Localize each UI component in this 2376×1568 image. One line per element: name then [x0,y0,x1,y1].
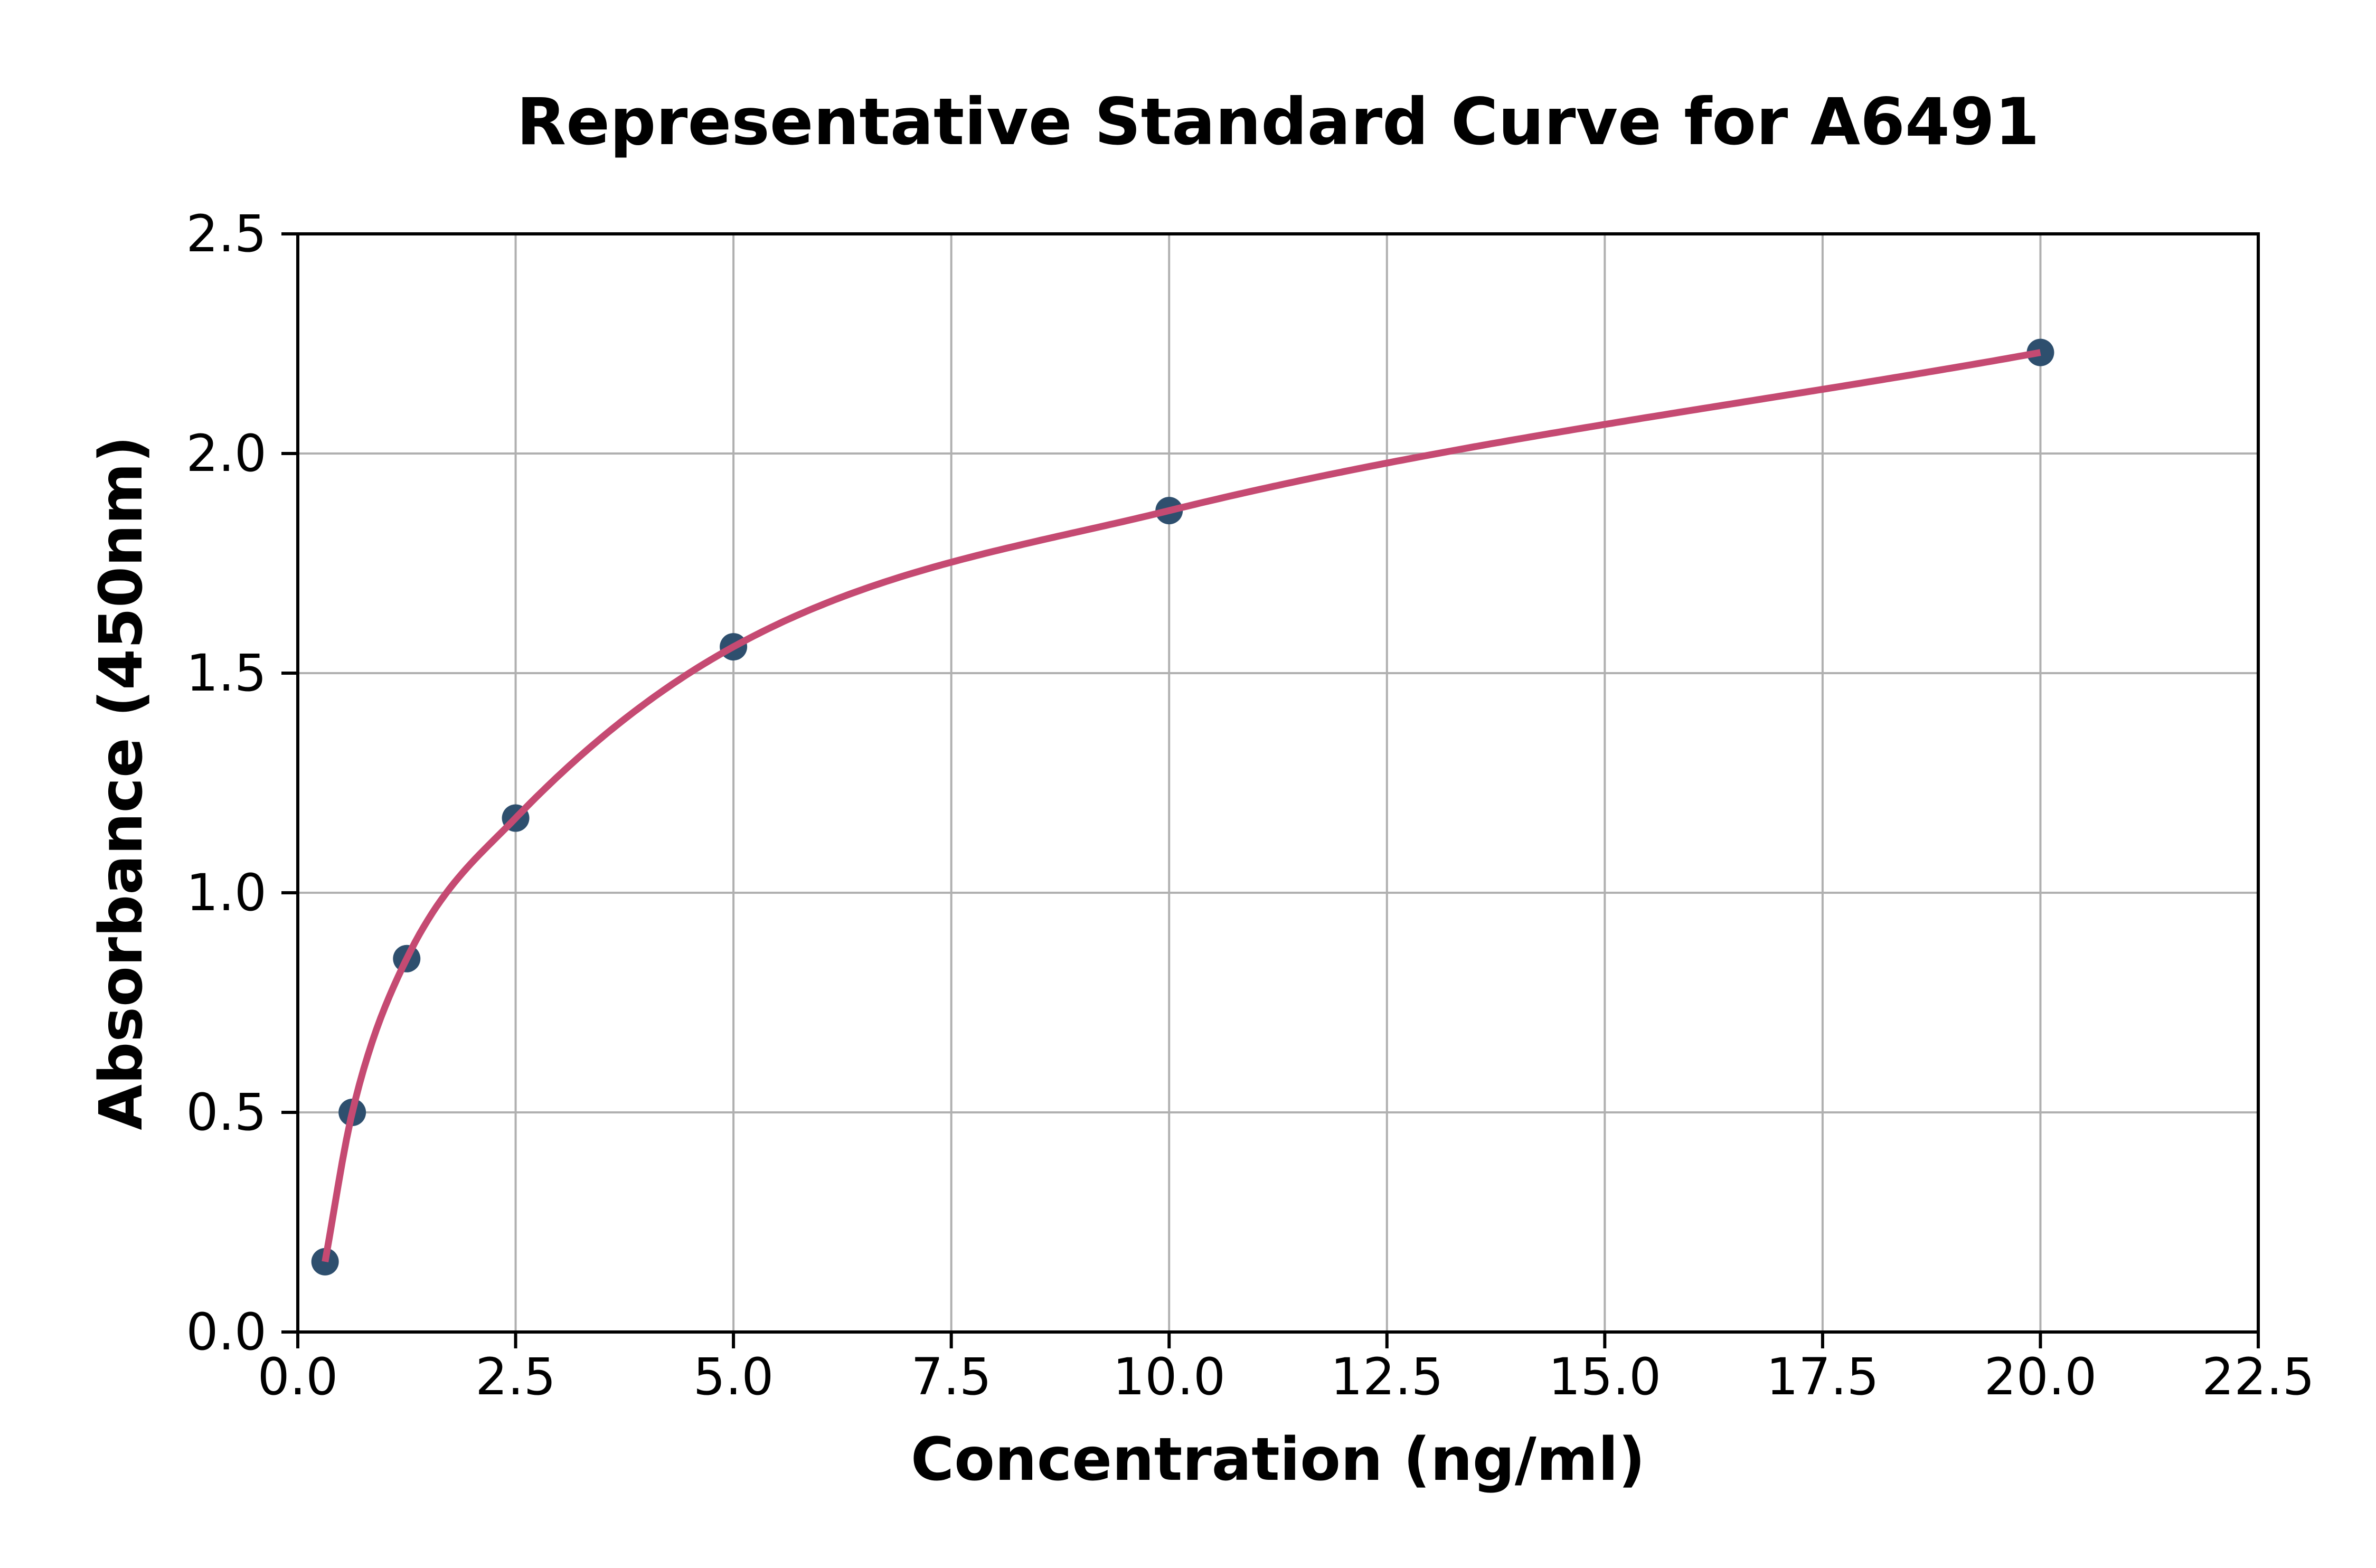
x-tick-label: 7.5 [911,1347,992,1406]
fitted-curve [322,349,2041,1263]
x-tick-label: 10.0 [1112,1347,1226,1406]
x-tick-label: 5.0 [693,1347,774,1406]
x-tick-label: 0.0 [257,1347,338,1406]
y-tick-label: 0.0 [186,1302,267,1362]
y-tick-label: 2.0 [186,424,267,483]
data-point [2026,338,2054,366]
x-axis-label: Concentration (ng/ml) [910,1425,1646,1494]
y-tick-label: 1.5 [186,644,267,703]
y-tick-label: 0.5 [186,1083,267,1142]
y-axis-label: Absorbance (450nm) [87,436,156,1130]
y-tick-label: 2.5 [186,204,267,263]
x-tick-label: 15.0 [1548,1347,1662,1406]
chart-title: Representative Standard Curve for A6491 [516,84,2040,159]
x-tick-label: 12.5 [1330,1347,1444,1406]
x-tick-label: 22.5 [2202,1347,2315,1406]
x-tick-label: 20.0 [1984,1347,2097,1406]
x-tick-label: 2.5 [475,1347,556,1406]
axes-spines [296,232,2260,1334]
y-tick-label: 1.0 [186,863,267,922]
x-tick-label: 17.5 [1766,1347,1879,1406]
